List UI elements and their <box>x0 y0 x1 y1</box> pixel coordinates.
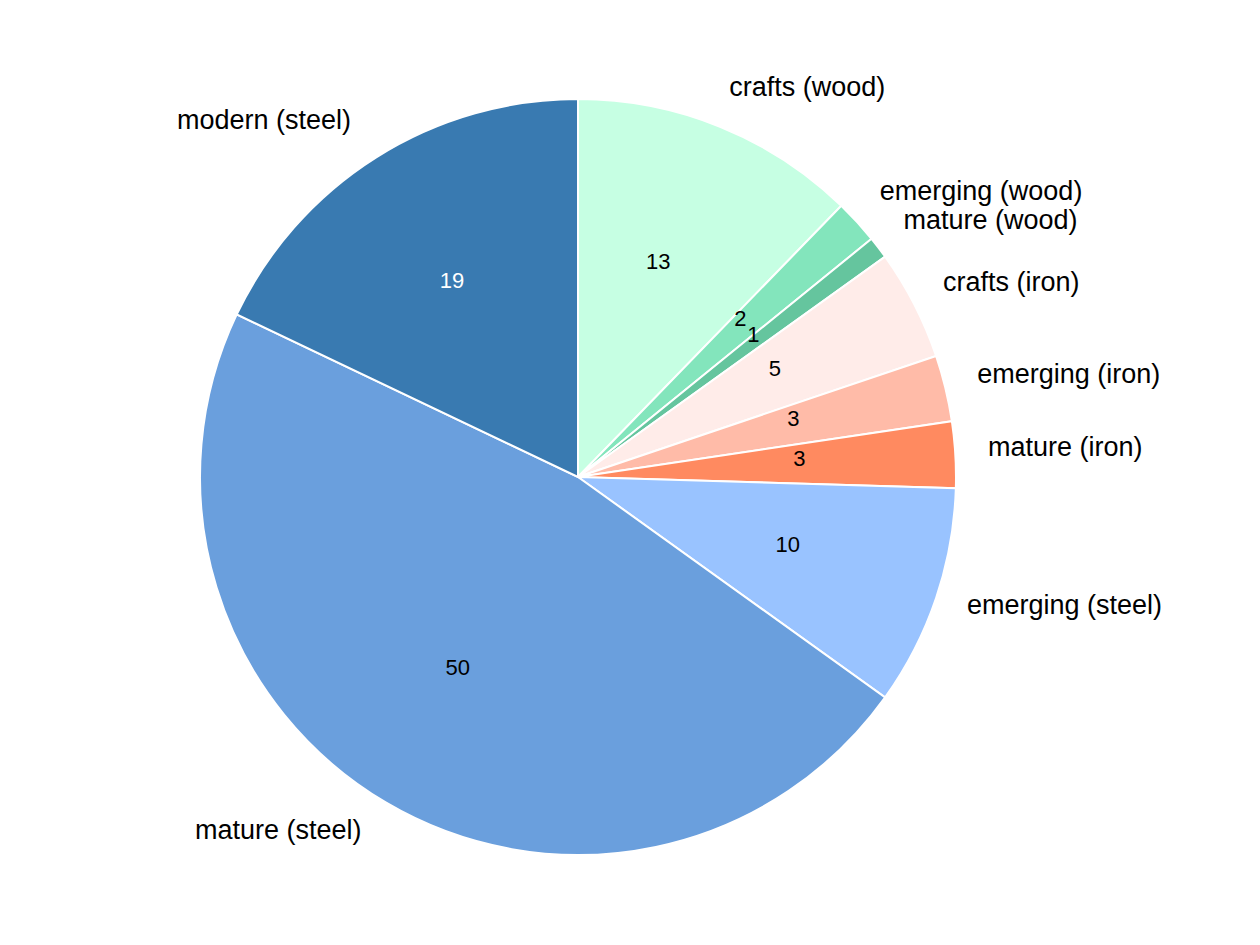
svg-text:modern (steel): modern (steel) <box>177 105 351 135</box>
svg-text:crafts (wood): crafts (wood) <box>729 72 885 102</box>
svg-text:5: 5 <box>769 356 781 381</box>
svg-text:50: 50 <box>445 655 469 680</box>
svg-text:2: 2 <box>734 306 746 331</box>
svg-text:10: 10 <box>776 532 800 557</box>
svg-text:1: 1 <box>747 322 759 347</box>
svg-text:mature (wood): mature (wood) <box>904 205 1078 235</box>
svg-text:emerging (iron): emerging (iron) <box>977 359 1160 389</box>
svg-text:mature (steel): mature (steel) <box>195 815 362 845</box>
svg-text:emerging (steel): emerging (steel) <box>967 590 1162 620</box>
svg-text:crafts (iron): crafts (iron) <box>943 267 1080 297</box>
svg-text:mature (iron): mature (iron) <box>988 432 1143 462</box>
svg-text:3: 3 <box>793 446 805 471</box>
svg-text:13: 13 <box>646 249 670 274</box>
svg-text:emerging (wood): emerging (wood) <box>880 176 1083 206</box>
svg-text:3: 3 <box>787 406 799 431</box>
svg-text:19: 19 <box>440 268 464 293</box>
